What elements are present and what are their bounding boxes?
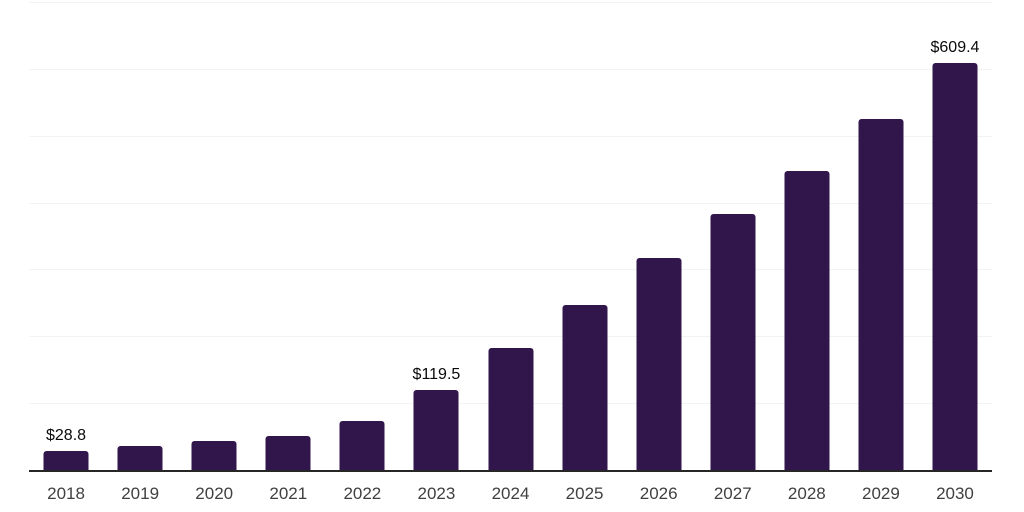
gridline [29,2,992,3]
bar-2030 [932,62,978,470]
x-axis-label-2030: 2030 [936,484,974,503]
x-axis-label-2028: 2028 [787,484,826,503]
bar-slot [548,2,622,470]
bar-2021 [265,436,311,470]
bar-2025 [562,305,608,470]
bar-2028 [784,170,830,470]
bar-2019 [117,445,163,470]
bar-slot: $119.5 [399,2,473,470]
bar-2022 [339,421,385,470]
bar-2023 [413,390,459,470]
x-axis-labels: 2018 2019 2020 2021 2022 2023 2024 2025 2026 2027… [29,484,992,504]
x-axis-label-2020: 2020 [195,484,234,503]
x-axis-label-2018: 2018 [47,484,85,503]
gridline [29,269,992,271]
bar-2018 [43,450,89,470]
bar-data-label: $119.5 [412,366,461,384]
bar-2027 [710,214,756,470]
bar-2020 [191,440,237,470]
x-axis-label-2027: 2027 [713,484,752,503]
bars: $28.8 $119.5 $609.4 [29,2,992,470]
x-axis-label-2029: 2029 [861,484,900,503]
bar-slot: $609.4 [918,2,992,470]
bar-slot [622,2,696,470]
x-axis-line [29,470,992,472]
x-axis-label-2024: 2024 [491,484,530,503]
bar-slot: $28.8 [29,2,103,470]
bar-data-label: $609.4 [930,38,980,56]
gridline [29,68,992,70]
gridline [29,336,992,338]
bar-2029 [858,118,904,470]
x-axis-label-2023: 2023 [417,484,456,503]
bar-slot [103,2,177,470]
gridline [29,202,992,204]
plot-area: $28.8 $119.5 $609.4 [29,2,992,470]
bar-data-label: $28.8 [46,426,87,444]
bar-slot [325,2,399,470]
x-axis-label-2026: 2026 [639,484,678,503]
bar-slot [844,2,918,470]
gridline [29,135,992,137]
bar-slot [177,2,251,470]
x-axis-label-2019: 2019 [121,484,160,503]
x-axis-label-2021: 2021 [269,484,308,503]
bar-2024 [488,348,533,470]
bar-slot [770,2,844,470]
bar-slot [696,2,770,470]
x-axis-label-2025: 2025 [565,484,604,503]
bar-slot [473,2,547,470]
bar-2026 [636,258,682,470]
x-axis-label-2022: 2022 [343,484,382,503]
bar-slot [251,2,325,470]
